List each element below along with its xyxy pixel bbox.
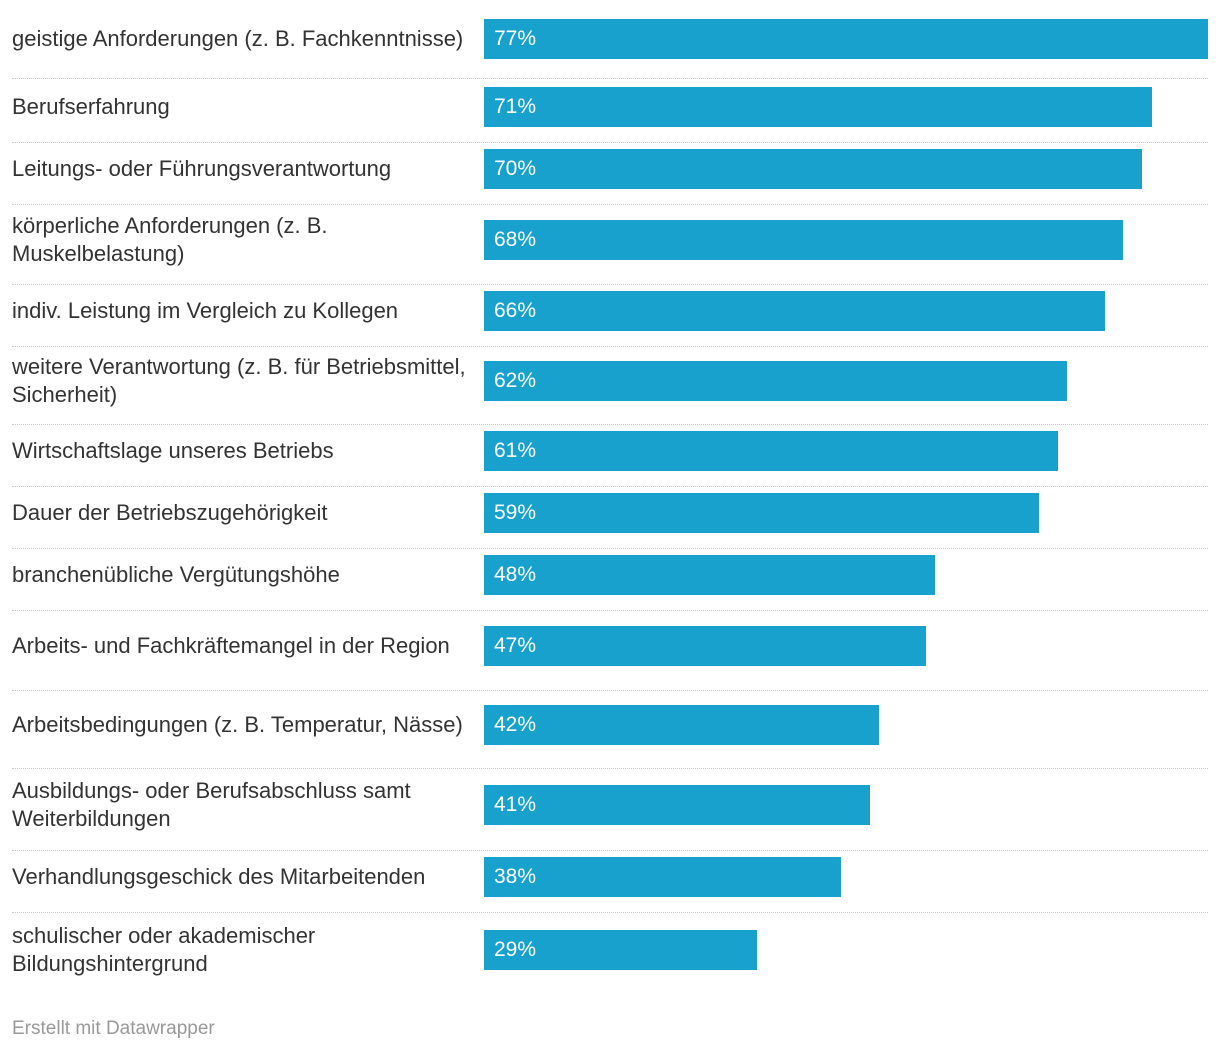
category-label: Wirtschaftslage unseres Betriebs	[12, 438, 334, 463]
bar-value-label: 71%	[494, 95, 537, 118]
category-label: indiv. Leistung im Vergleich zu Kollegen	[12, 298, 399, 323]
bar-value-label: 42%	[494, 713, 537, 736]
bar: 38%	[484, 857, 841, 897]
bar-value-label: 66%	[494, 299, 537, 322]
footer-credit: Erstellt mit Datawrapper	[12, 1018, 215, 1039]
bar-value-label: 77%	[494, 27, 537, 50]
bar-row: Berufserfahrung 71%	[12, 80, 1208, 134]
category-label: Verhandlungsgeschick des Mitarbeitenden	[12, 864, 426, 889]
row-divider	[12, 78, 1208, 79]
bar: 48%	[484, 555, 935, 595]
row-divider	[12, 284, 1208, 285]
bar: 59%	[484, 493, 1039, 533]
category-label: Dauer der Betriebszugehörigkeit	[12, 500, 328, 525]
bar: 66%	[484, 291, 1105, 331]
bar-value-label: 29%	[494, 938, 537, 961]
bar-row: Dauer der Betriebszugehörigkeit 59%	[12, 486, 1208, 540]
bar-value-label: 68%	[494, 228, 537, 251]
bar-value-label: 41%	[494, 793, 537, 816]
bar-row: Wirtschaftslage unseres Betriebs 61%	[12, 424, 1208, 478]
bar-chart: geistige Anforderungen (z. B. Fachkenntn…	[12, 8, 1208, 988]
bar-row: körperliche Anforderungen (z. B. Muskelb…	[12, 204, 1208, 276]
bar: 68%	[484, 220, 1123, 260]
bar: 62%	[484, 361, 1067, 401]
row-divider	[12, 912, 1208, 913]
bar-row: Verhandlungsgeschick des Mitarbeitenden 3…	[12, 850, 1208, 904]
row-divider	[12, 690, 1208, 691]
bar: 71%	[484, 87, 1152, 127]
category-label: Leitungs- oder Führungsverantwortung	[12, 156, 392, 181]
bar-value-label: 61%	[494, 439, 537, 462]
category-label: geistige Anforderungen (z. B. Fachkenntn…	[12, 26, 464, 51]
category-label: körperliche Anforderungen (z. B. Muskelb…	[12, 213, 328, 266]
row-divider	[12, 486, 1208, 487]
bar-row: Arbeits- und Fachkräftemangel in der Reg…	[12, 610, 1208, 682]
bar-row: weitere Verantwortung (z. B. für Betrieb…	[12, 346, 1208, 416]
bar-value-label: 47%	[494, 634, 537, 657]
bar: 47%	[484, 626, 926, 666]
category-label: schulischer oder akademischer Bildungshi…	[12, 923, 316, 976]
category-label: Berufserfahrung	[12, 94, 170, 119]
category-label: Arbeits- und Fachkräftemangel in der Reg…	[12, 633, 450, 658]
category-label: branchenübliche Vergütungshöhe	[12, 562, 340, 587]
bar-value-label: 38%	[494, 865, 537, 888]
row-divider	[12, 610, 1208, 611]
bar-value-label: 48%	[494, 563, 537, 586]
bar-row: schulischer oder akademischer Bildungshi…	[12, 912, 1208, 988]
row-divider	[12, 548, 1208, 549]
category-label: weitere Verantwortung (z. B. für Betrieb…	[12, 354, 466, 407]
bar: 42%	[484, 705, 879, 745]
row-divider	[12, 850, 1208, 851]
row-divider	[12, 768, 1208, 769]
bar: 29%	[484, 930, 757, 970]
category-label: Ausbildungs- oder Berufsabschluss samt W…	[12, 778, 411, 831]
bar: 61%	[484, 431, 1058, 471]
bar-value-label: 59%	[494, 501, 537, 524]
bar-row: Ausbildungs- oder Berufsabschluss samt W…	[12, 768, 1208, 842]
bar-row: geistige Anforderungen (z. B. Fachkenntn…	[12, 8, 1208, 70]
row-divider	[12, 204, 1208, 205]
bar-row: branchenübliche Vergütungshöhe 48%	[12, 548, 1208, 602]
bar: 77%	[484, 19, 1208, 59]
row-divider	[12, 346, 1208, 347]
row-divider	[12, 142, 1208, 143]
bar-row: Arbeitsbedingungen (z. B. Temperatur, Nä…	[12, 690, 1208, 760]
row-divider	[12, 424, 1208, 425]
bar-row: indiv. Leistung im Vergleich zu Kollegen…	[12, 284, 1208, 338]
bar: 41%	[484, 785, 870, 825]
bar: 70%	[484, 149, 1142, 189]
category-label: Arbeitsbedingungen (z. B. Temperatur, Nä…	[12, 712, 463, 737]
bar-value-label: 62%	[494, 369, 537, 392]
bar-value-label: 70%	[494, 157, 537, 180]
bar-row: Leitungs- oder Führungsverantwortung 70%	[12, 142, 1208, 196]
